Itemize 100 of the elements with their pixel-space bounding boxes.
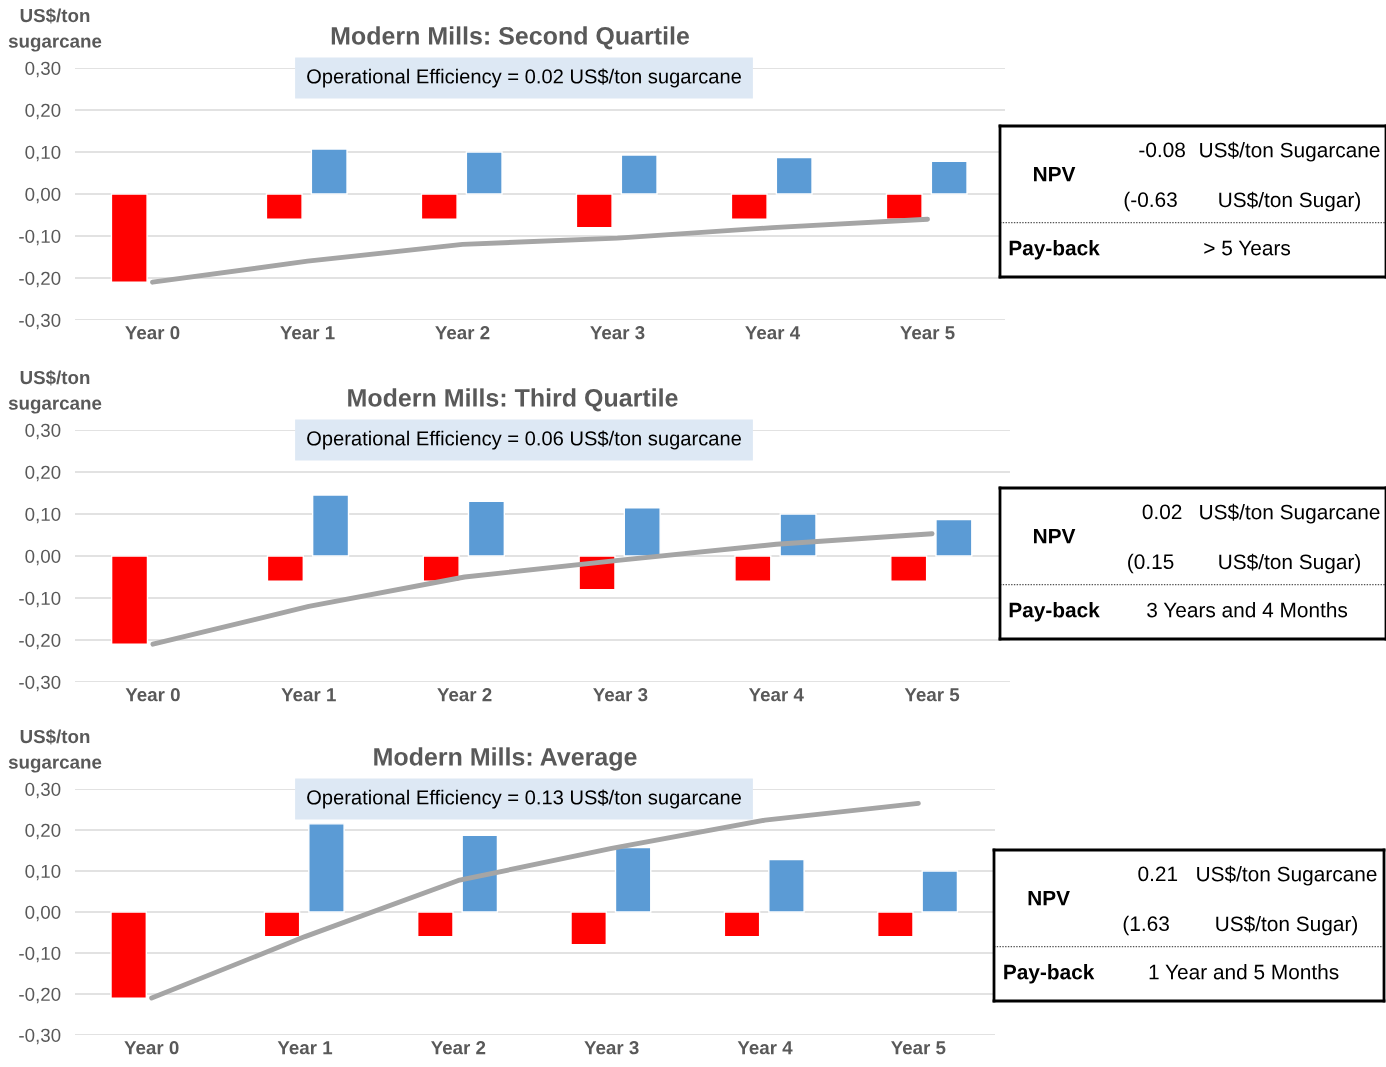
y-tick-label: 0,20 bbox=[25, 465, 61, 482]
x-tick-label: Year 3 bbox=[593, 688, 648, 702]
y-tick-label: -0,30 bbox=[19, 313, 61, 330]
annotation: Operational Efficiency = 0.06 US$/ton sugarcane bbox=[307, 430, 741, 450]
x-tick-label: Year 5 bbox=[900, 326, 955, 340]
bar bbox=[420, 193, 458, 220]
x-tick-label: Year 0 bbox=[125, 326, 180, 340]
text: (-0.63 bbox=[1124, 191, 1177, 212]
x-tick-label: Year 5 bbox=[891, 1041, 946, 1055]
bar bbox=[885, 193, 923, 220]
x-tick-label: Year 0 bbox=[124, 1041, 179, 1055]
x-tick-label: Year 2 bbox=[435, 326, 490, 340]
bar bbox=[465, 151, 503, 195]
x-tick-label: Year 1 bbox=[277, 1041, 333, 1055]
y-tick-label: 0,20 bbox=[25, 103, 61, 120]
y-tick-label: 0,10 bbox=[25, 507, 61, 524]
bar bbox=[730, 193, 768, 220]
y-axis-title: US$/ton sugarcane bbox=[8, 729, 102, 773]
y-tick-label: 0,00 bbox=[25, 549, 61, 566]
text: Pay-back bbox=[1004, 964, 1095, 984]
y-tick-label: 0,00 bbox=[25, 905, 61, 922]
line-series bbox=[150, 531, 935, 647]
bar bbox=[461, 834, 499, 913]
x-tick-label: Year 4 bbox=[748, 688, 804, 702]
bar bbox=[263, 911, 301, 938]
y-tick-label: -0,20 bbox=[19, 271, 61, 288]
bar bbox=[614, 846, 652, 913]
text: > 5 Years bbox=[1204, 240, 1291, 256]
bar bbox=[935, 518, 973, 557]
text: 0.02 bbox=[1142, 504, 1182, 520]
bar bbox=[570, 911, 607, 946]
text: -0.08 bbox=[1139, 142, 1185, 158]
text: NPV bbox=[1034, 528, 1076, 544]
bar bbox=[417, 911, 454, 938]
y-tick-label: 0,10 bbox=[25, 864, 61, 881]
annotation: Operational Efficiency = 0.02 US$/ton sugarcane bbox=[307, 68, 741, 88]
text: NPV bbox=[1028, 890, 1070, 906]
y-tick-label: -0,30 bbox=[19, 675, 61, 692]
text: US$/ton Sugarcane bbox=[1197, 865, 1377, 886]
text: US$/ton Sugar) bbox=[1219, 191, 1361, 212]
y-tick-label: 0,30 bbox=[25, 423, 61, 440]
x-tick-label: Year 4 bbox=[745, 326, 801, 340]
bar bbox=[310, 148, 348, 195]
text: (1.63 bbox=[1123, 915, 1169, 936]
bar bbox=[266, 555, 304, 582]
bar bbox=[877, 911, 914, 938]
text: 1 Year and 5 Months bbox=[1149, 964, 1339, 980]
bar bbox=[768, 858, 805, 913]
annotation: Pay-back bbox=[1009, 602, 1100, 622]
x-tick-label: Year 4 bbox=[737, 1041, 793, 1055]
bar bbox=[623, 507, 661, 557]
y-tick-label: -0,10 bbox=[19, 229, 61, 246]
text: US$/ton Sugarcane bbox=[1200, 503, 1380, 524]
text: 0.21 bbox=[1138, 866, 1178, 882]
x-tick-label: Year 5 bbox=[904, 688, 960, 702]
bar bbox=[308, 823, 345, 913]
y-axis-title: US$/ton sugarcane bbox=[8, 8, 102, 52]
bar bbox=[110, 911, 147, 999]
text: US$/ton Sugarcane bbox=[1200, 141, 1380, 162]
bar bbox=[620, 154, 658, 195]
y-tick-label: 0,10 bbox=[25, 145, 61, 162]
text: (0.15 bbox=[1128, 553, 1174, 574]
bar bbox=[467, 500, 506, 557]
x-tick-label: Year 2 bbox=[431, 1041, 486, 1055]
annotation: Operational Efficiency = 0.13 US$/ton sugarcane bbox=[307, 789, 741, 809]
chart-title: Modern Mills: Second Quartile bbox=[331, 26, 690, 50]
x-tick-label: Year 3 bbox=[590, 326, 645, 340]
chart-title: Modern Mills: Average bbox=[374, 747, 637, 771]
y-tick-label: 0,00 bbox=[25, 187, 61, 204]
bar bbox=[110, 555, 149, 645]
y-tick-label: -0,10 bbox=[19, 591, 61, 608]
bar bbox=[921, 870, 959, 913]
text: Pay-back bbox=[1009, 240, 1100, 260]
text: NPV bbox=[1034, 166, 1076, 182]
bar bbox=[890, 555, 928, 582]
bar bbox=[311, 494, 350, 557]
bar bbox=[775, 156, 813, 195]
bar bbox=[734, 555, 772, 582]
y-tick-label: -0,30 bbox=[19, 1028, 61, 1045]
x-tick-label: Year 1 bbox=[280, 326, 335, 340]
text: US$/ton Sugar) bbox=[1219, 553, 1361, 574]
y-tick-label: 0,20 bbox=[25, 823, 61, 840]
y-tick-label: -0,20 bbox=[19, 987, 61, 1004]
y-tick-label: 0,30 bbox=[25, 61, 61, 78]
bar bbox=[723, 911, 761, 938]
y-tick-label: 0,30 bbox=[25, 782, 61, 799]
y-tick-label: -0,20 bbox=[19, 633, 61, 650]
bar bbox=[930, 160, 968, 195]
bar bbox=[575, 193, 613, 229]
x-tick-label: Year 2 bbox=[437, 688, 492, 702]
line-series bbox=[150, 216, 930, 285]
bar bbox=[422, 555, 460, 582]
x-tick-label: Year 1 bbox=[281, 688, 336, 702]
text: 3 Years and 4 Months bbox=[1147, 602, 1348, 618]
x-tick-label: Year 0 bbox=[125, 688, 180, 702]
y-axis-title: US$/ton sugarcane bbox=[8, 370, 102, 414]
bar bbox=[265, 193, 303, 220]
y-tick-label: -0,10 bbox=[19, 946, 61, 963]
text: US$/ton Sugar) bbox=[1216, 915, 1358, 936]
chart-title: Modern Mills: Third Quartile bbox=[348, 388, 678, 412]
